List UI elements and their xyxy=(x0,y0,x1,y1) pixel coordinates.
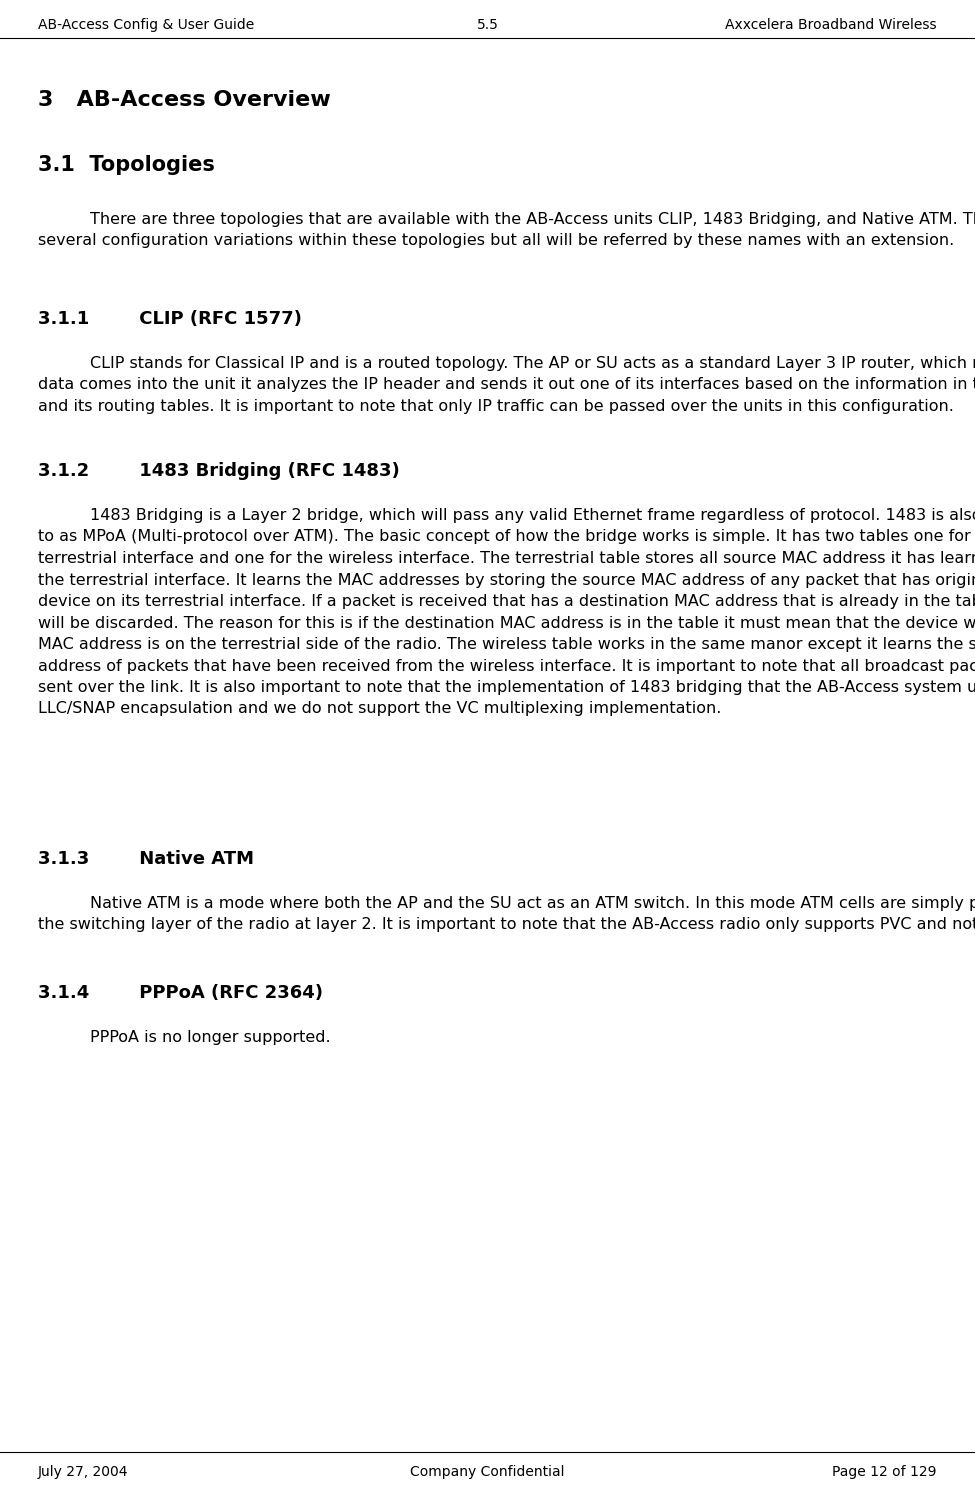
Text: 3   AB-Access Overview: 3 AB-Access Overview xyxy=(38,90,331,111)
Text: several configuration variations within these topologies but all will be referre: several configuration variations within … xyxy=(38,233,955,248)
Text: PPPoA is no longer supported.: PPPoA is no longer supported. xyxy=(90,1029,331,1044)
Text: address of packets that have been received from the wireless interface. It is im: address of packets that have been receiv… xyxy=(38,659,975,674)
Text: There are three topologies that are available with the AB-Access units CLIP, 148: There are three topologies that are avai… xyxy=(90,212,975,227)
Text: 1483 Bridging is a Layer 2 bridge, which will pass any valid Ethernet frame rega: 1483 Bridging is a Layer 2 bridge, which… xyxy=(90,508,975,523)
Text: 3.1.3        Native ATM: 3.1.3 Native ATM xyxy=(38,850,254,868)
Text: terrestrial interface and one for the wireless interface. The terrestrial table : terrestrial interface and one for the wi… xyxy=(38,551,975,566)
Text: device on its terrestrial interface. If a packet is received that has a destinat: device on its terrestrial interface. If … xyxy=(38,595,975,610)
Text: 3.1.4        PPPoA (RFC 2364): 3.1.4 PPPoA (RFC 2364) xyxy=(38,985,323,1002)
Text: July 27, 2004: July 27, 2004 xyxy=(38,1466,129,1479)
Text: LLC/SNAP encapsulation and we do not support the VC multiplexing implementation.: LLC/SNAP encapsulation and we do not sup… xyxy=(38,702,721,717)
Text: 3.1.2        1483 Bridging (RFC 1483): 3.1.2 1483 Bridging (RFC 1483) xyxy=(38,462,400,480)
Text: will be discarded. The reason for this is if the destination MAC address is in t: will be discarded. The reason for this i… xyxy=(38,616,975,630)
Text: 5.5: 5.5 xyxy=(477,18,498,31)
Text: CLIP stands for Classical IP and is a routed topology. The AP or SU acts as a st: CLIP stands for Classical IP and is a ro… xyxy=(90,356,975,371)
Text: data comes into the unit it analyzes the IP header and sends it out one of its i: data comes into the unit it analyzes the… xyxy=(38,378,975,393)
Text: Native ATM is a mode where both the AP and the SU act as an ATM switch. In this : Native ATM is a mode where both the AP a… xyxy=(90,896,975,911)
Text: AB-Access Config & User Guide: AB-Access Config & User Guide xyxy=(38,18,254,31)
Text: sent over the link. It is also important to note that the implementation of 1483: sent over the link. It is also important… xyxy=(38,680,975,695)
Text: the terrestrial interface. It learns the MAC addresses by storing the source MAC: the terrestrial interface. It learns the… xyxy=(38,572,975,587)
Text: Page 12 of 129: Page 12 of 129 xyxy=(833,1466,937,1479)
Text: Company Confidential: Company Confidential xyxy=(410,1466,565,1479)
Text: 3.1  Topologies: 3.1 Topologies xyxy=(38,155,214,175)
Text: the switching layer of the radio at layer 2. It is important to note that the AB: the switching layer of the radio at laye… xyxy=(38,917,975,932)
Text: 3.1.1        CLIP (RFC 1577): 3.1.1 CLIP (RFC 1577) xyxy=(38,309,302,329)
Text: to as MPoA (Multi-protocol over ATM). The basic concept of how the bridge works : to as MPoA (Multi-protocol over ATM). Th… xyxy=(38,529,975,544)
Text: and its routing tables. It is important to note that only IP traffic can be pass: and its routing tables. It is important … xyxy=(38,399,954,414)
Text: Axxcelera Broadband Wireless: Axxcelera Broadband Wireless xyxy=(725,18,937,31)
Text: MAC address is on the terrestrial side of the radio. The wireless table works in: MAC address is on the terrestrial side o… xyxy=(38,636,975,651)
